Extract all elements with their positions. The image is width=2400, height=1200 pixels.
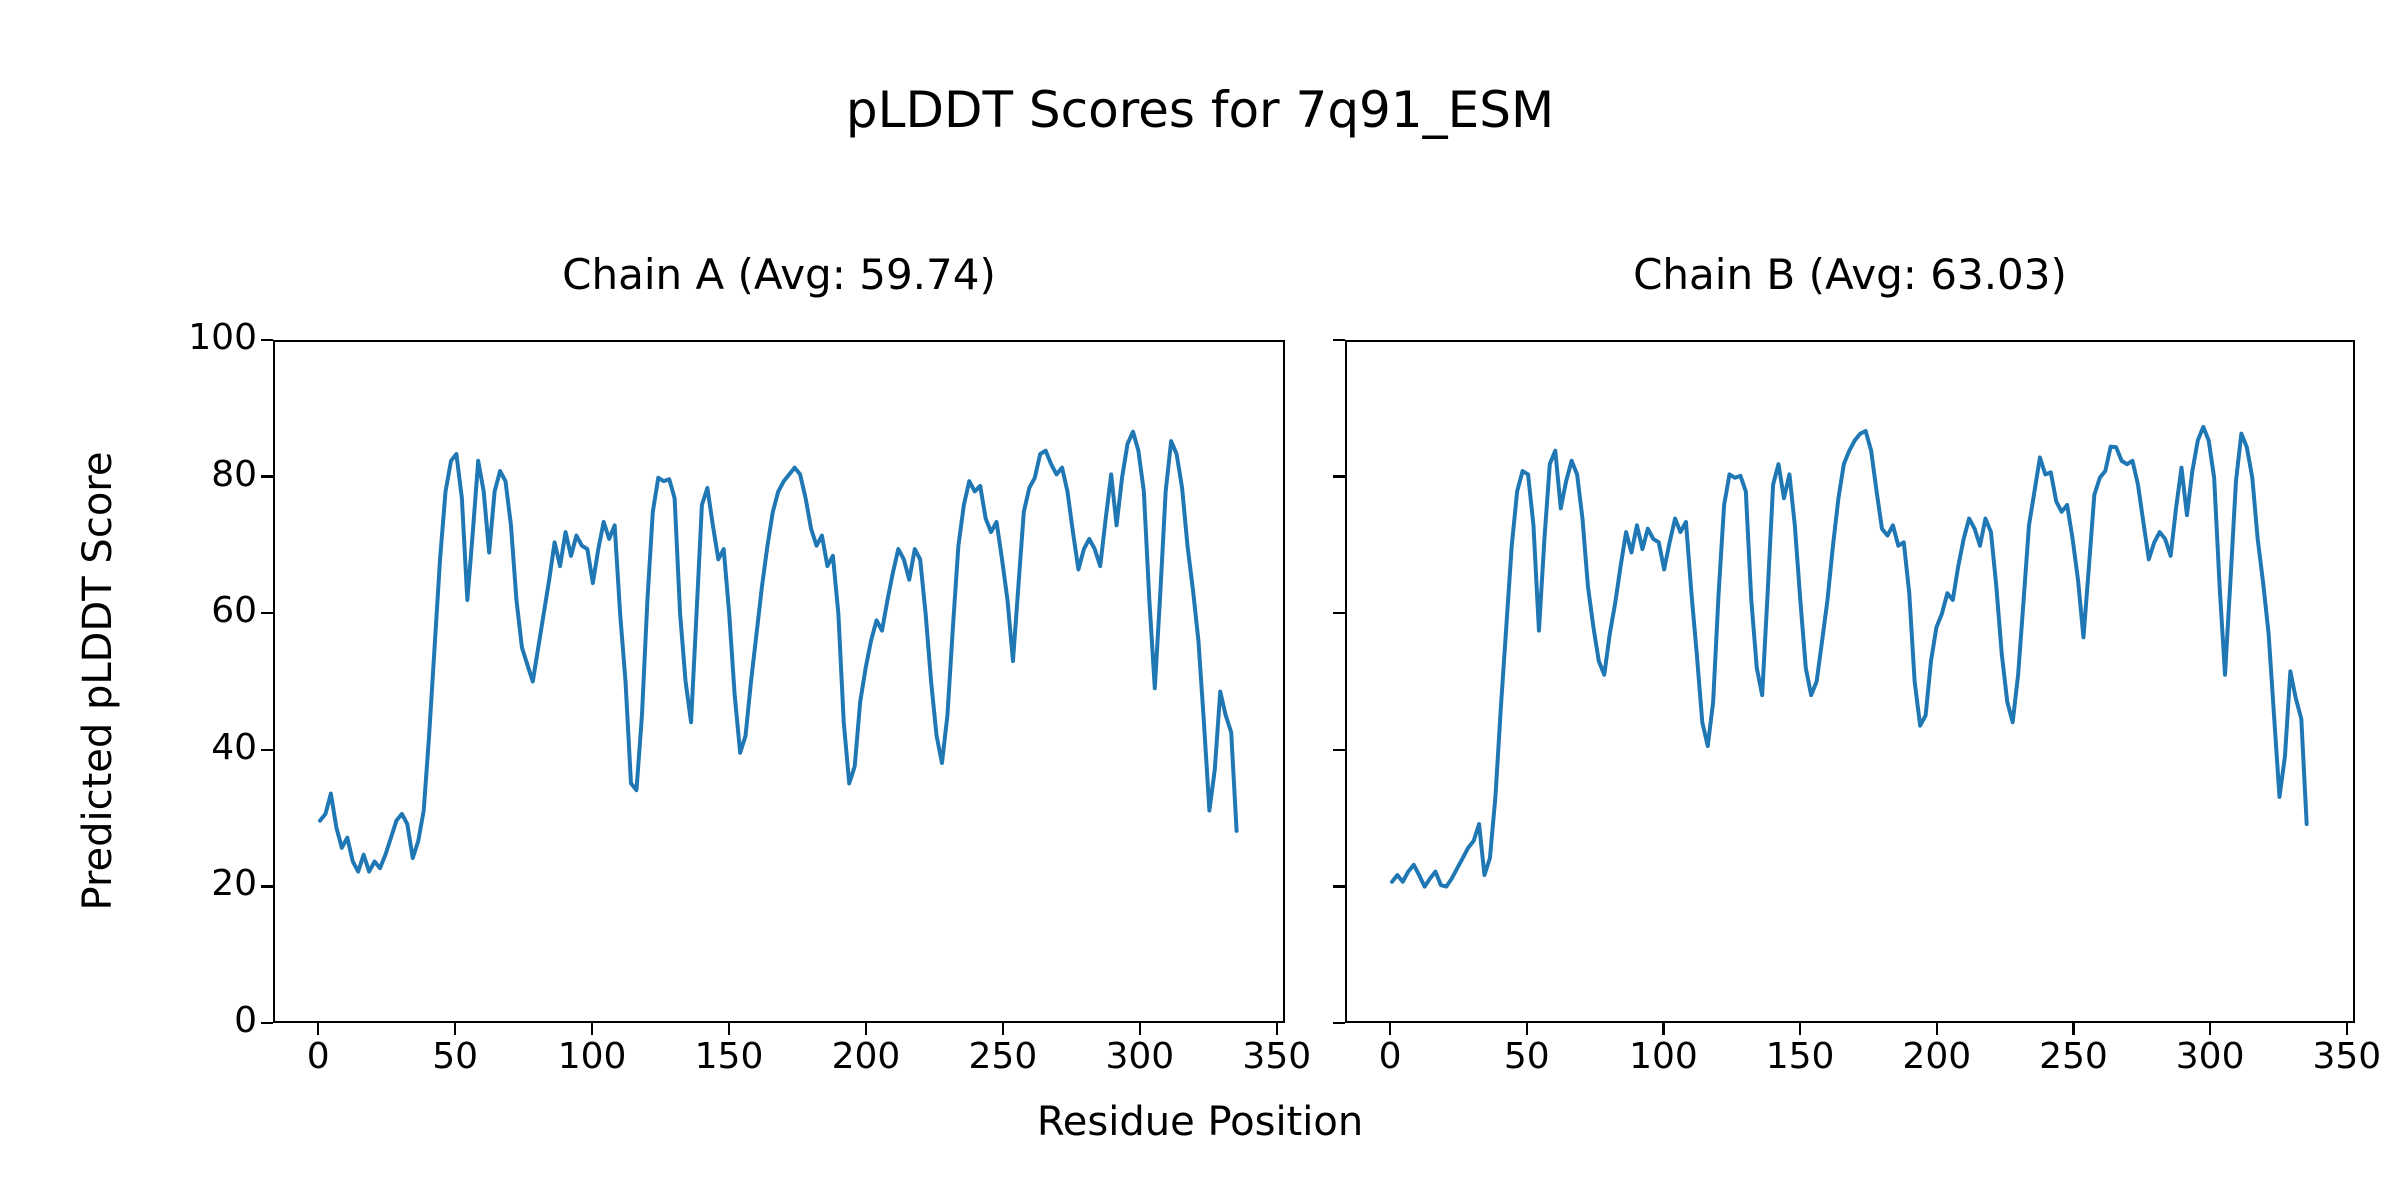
x-tick-label: 100 xyxy=(1629,1036,1698,1077)
y-tick-label: 60 xyxy=(211,590,257,632)
y-tick-mark xyxy=(261,885,273,888)
figure-title: pLDDT Scores for 7q91_ESM xyxy=(845,81,1555,139)
x-tick-mark xyxy=(453,1023,457,1035)
y-tick-label: 20 xyxy=(211,863,257,905)
x-tick-label: 250 xyxy=(2039,1036,2108,1077)
x-tick-mark xyxy=(1798,1023,1802,1035)
y-tick-label: 40 xyxy=(211,726,257,768)
y-tick-mark xyxy=(1333,611,1345,615)
subplot-title-chain-a: Chain A (Avg: 59.74) xyxy=(562,250,996,299)
subplot-chain-a: Chain A (Avg: 59.74) 0 50 100 150 200 250 300 3… xyxy=(188,251,1311,1076)
plddt-series-chain-a xyxy=(318,429,1239,874)
x-tick-mark xyxy=(1662,1023,1665,1035)
x-tick-label: 0 xyxy=(1378,1036,1402,1077)
y-tick-mark xyxy=(261,748,273,752)
x-tick-label: 350 xyxy=(2312,1036,2382,1077)
x-tick-mark xyxy=(1275,1023,1279,1035)
y-tick-label: 0 xyxy=(234,1000,257,1041)
x-tick-mark xyxy=(590,1023,594,1035)
x-tick-mark xyxy=(2208,1023,2212,1035)
plddt-line-chain-a xyxy=(318,429,1239,874)
x-tick-label: 0 xyxy=(306,1036,330,1077)
x-tick-mark xyxy=(2072,1023,2075,1035)
x-tick-label: 250 xyxy=(968,1036,1038,1077)
y-tick-mark xyxy=(1333,748,1345,752)
x-tick-mark xyxy=(2345,1023,2349,1035)
x-tick-label: 100 xyxy=(557,1036,627,1077)
x-tick-label: 300 xyxy=(1105,1036,1175,1077)
y-tick-label: 80 xyxy=(211,453,257,495)
x-tick-label: 350 xyxy=(1242,1036,1312,1077)
y-tick-mark xyxy=(261,611,273,615)
y-tick-mark xyxy=(1333,338,1345,342)
x-tick-mark xyxy=(1388,1023,1392,1035)
x-tick-label: 150 xyxy=(1765,1036,1835,1077)
x-tick-label: 50 xyxy=(432,1036,479,1077)
x-tick-mark xyxy=(316,1023,320,1035)
subplot-title-chain-b: Chain B (Avg: 63.03) xyxy=(1633,250,2067,299)
x-tick-label: 300 xyxy=(2175,1036,2245,1077)
x-tick-label: 50 xyxy=(1503,1036,1550,1077)
plddt-series-chain-b xyxy=(1389,424,2309,889)
axes-chain-a xyxy=(273,340,1285,1023)
y-tick-label: 100 xyxy=(188,317,257,358)
axes-chain-b xyxy=(1345,340,2355,1023)
x-tick-mark xyxy=(727,1023,731,1035)
x-tick-mark xyxy=(1138,1023,1142,1035)
x-axis-label: Residue Position xyxy=(1036,1099,1364,1145)
x-tick-mark xyxy=(1001,1023,1005,1035)
y-tick-mark xyxy=(1333,475,1345,478)
y-tick-mark xyxy=(261,1021,273,1025)
x-tick-label: 200 xyxy=(1902,1036,1972,1077)
x-tick-mark xyxy=(1935,1023,1939,1035)
y-tick-mark xyxy=(261,338,273,342)
y-tick-mark xyxy=(1333,885,1345,888)
y-axis-label: Predicted pLDDT Score xyxy=(75,451,121,911)
plddt-line-chain-b xyxy=(1389,424,2309,889)
x-tick-label: 200 xyxy=(831,1036,901,1077)
x-tick-label: 150 xyxy=(694,1036,764,1077)
x-tick-mark xyxy=(864,1023,868,1035)
subplot-chain-b: Chain B (Avg: 63.03) 0 50 100 150 200 250 300 3… xyxy=(1333,251,2381,1076)
x-tick-mark xyxy=(1525,1023,1529,1035)
y-tick-mark xyxy=(1333,1021,1345,1025)
y-tick-mark xyxy=(261,475,273,478)
